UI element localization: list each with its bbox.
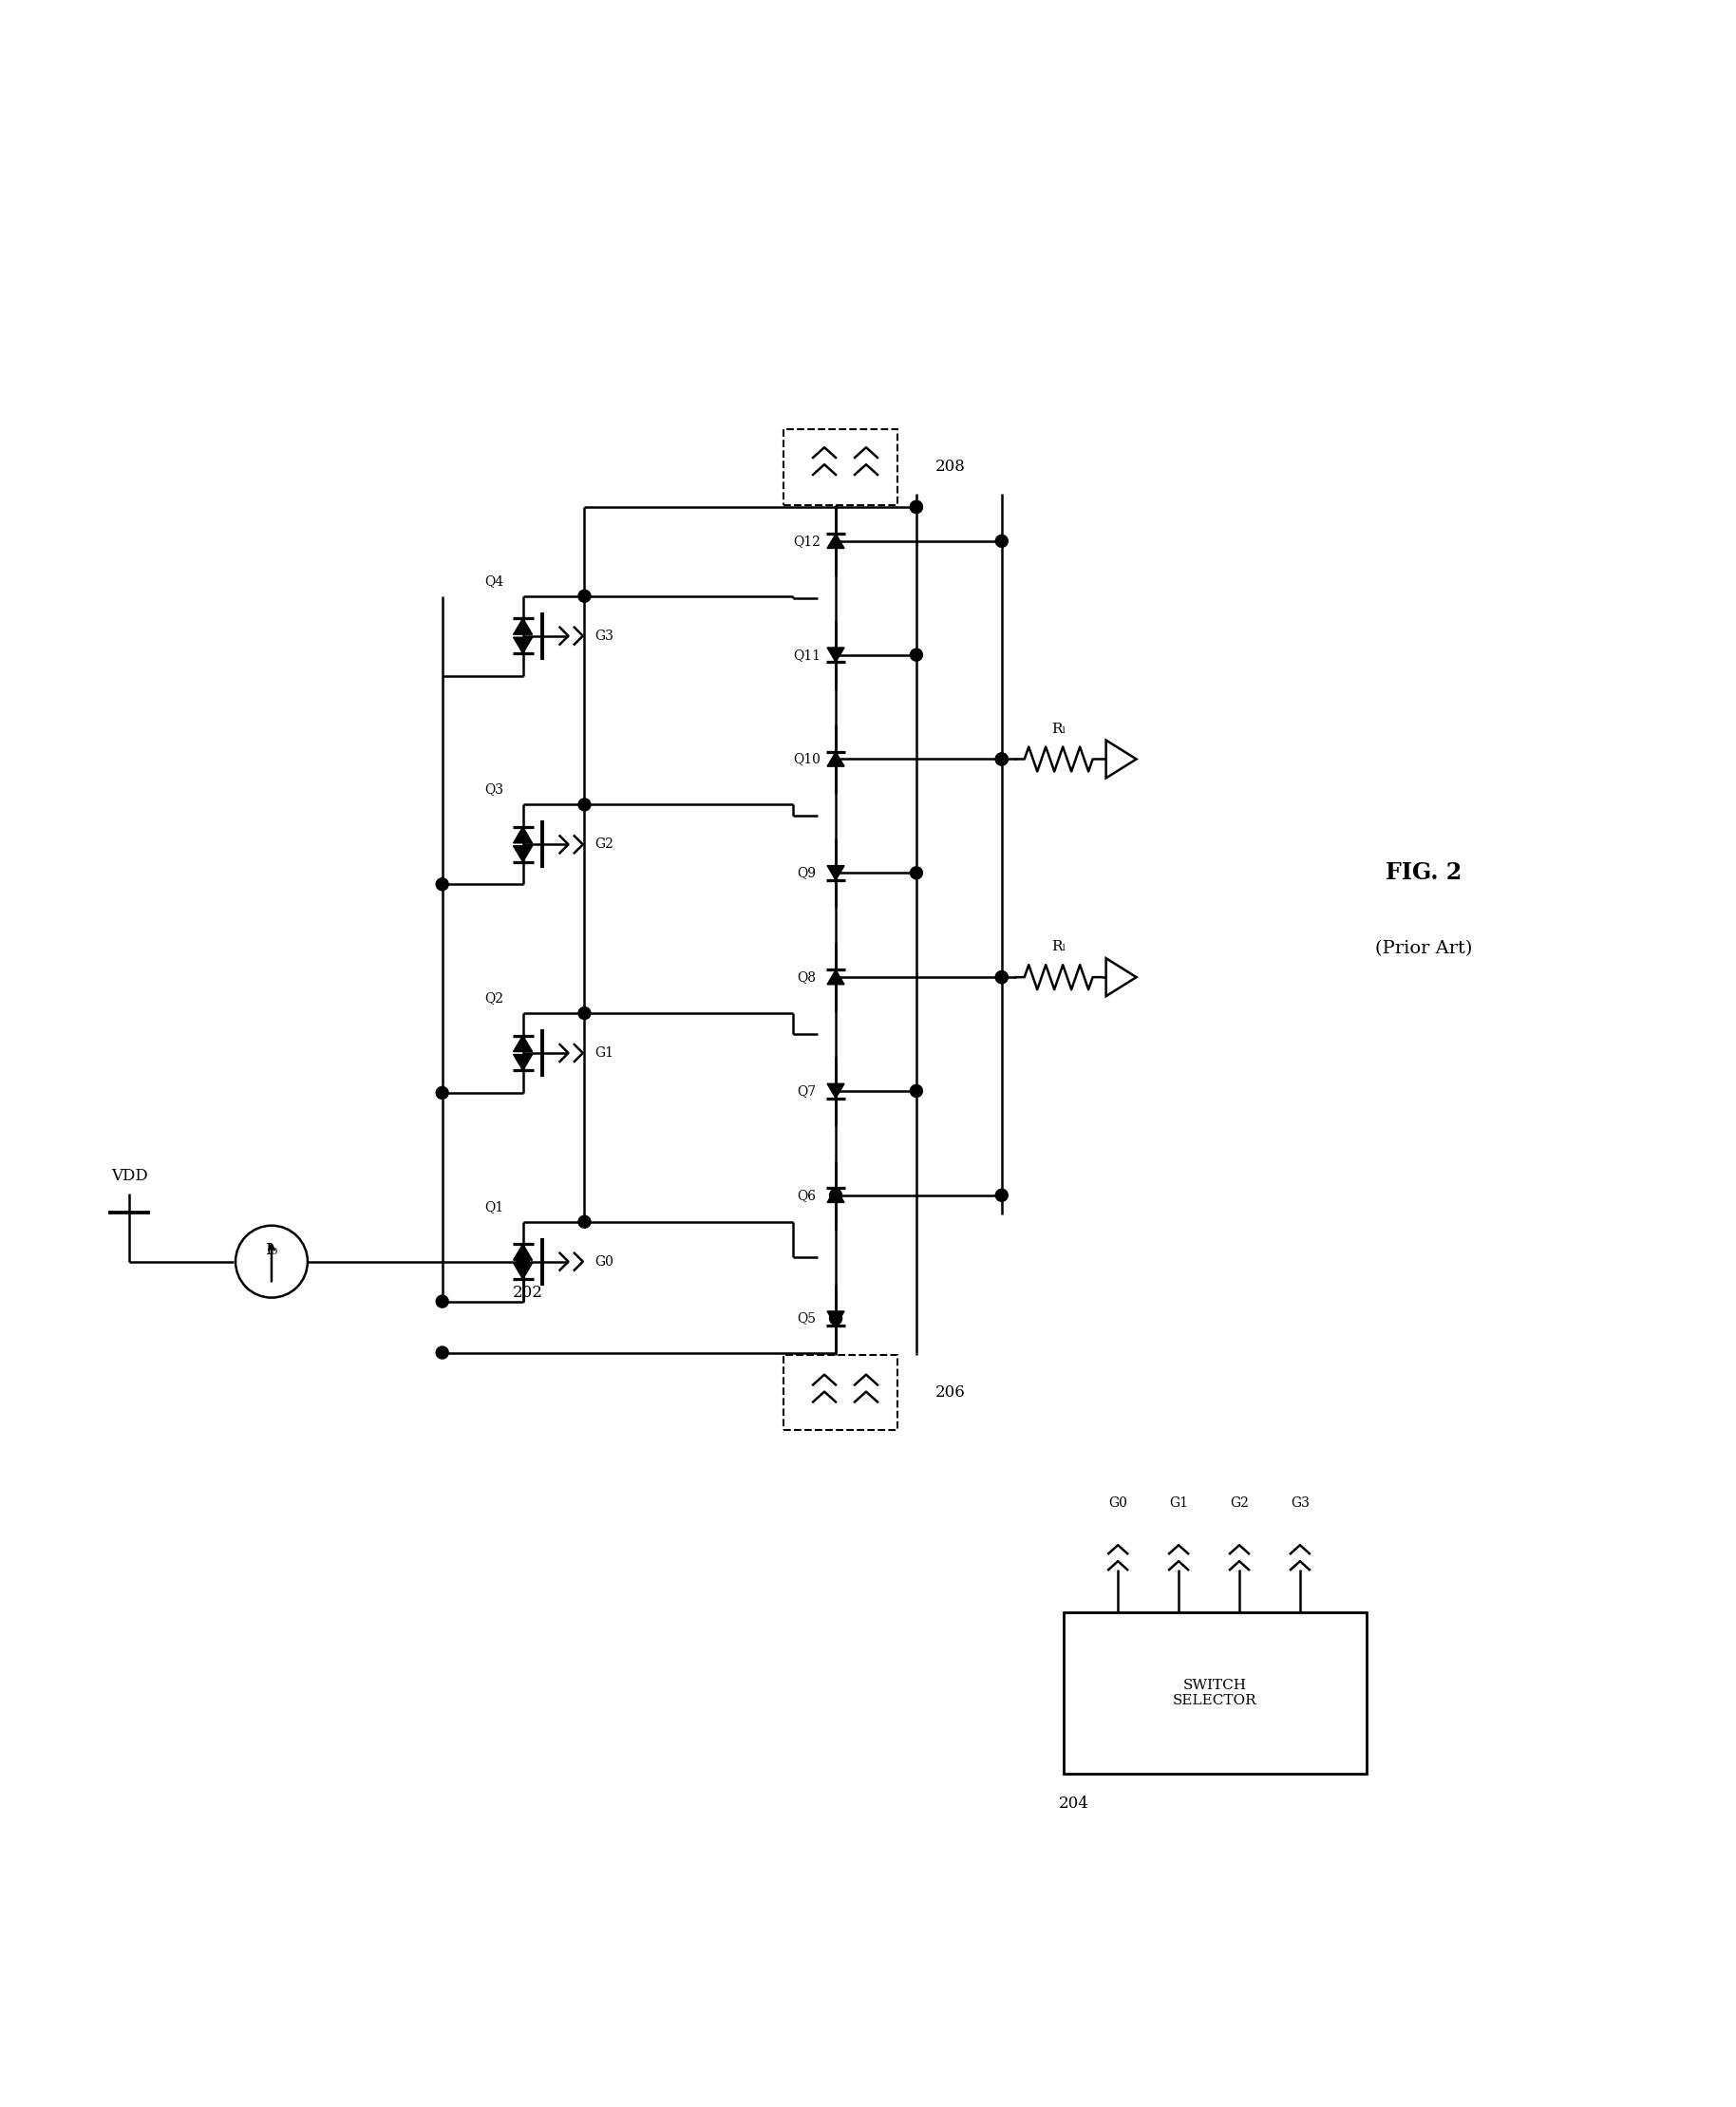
Bar xyxy=(783,430,898,506)
Text: (Prior Art): (Prior Art) xyxy=(1375,940,1472,957)
Text: Q3: Q3 xyxy=(484,784,503,796)
Text: G2: G2 xyxy=(1229,1496,1248,1511)
Polygon shape xyxy=(514,845,533,862)
Polygon shape xyxy=(826,752,844,767)
Text: G3: G3 xyxy=(1290,1496,1309,1511)
Text: Q4: Q4 xyxy=(484,575,503,588)
Circle shape xyxy=(517,1256,529,1268)
Circle shape xyxy=(910,501,922,514)
Polygon shape xyxy=(826,969,844,984)
Text: G1: G1 xyxy=(595,1047,615,1060)
Polygon shape xyxy=(826,533,844,548)
Text: Q10: Q10 xyxy=(793,752,821,765)
Polygon shape xyxy=(826,866,844,881)
Circle shape xyxy=(436,1346,448,1359)
Circle shape xyxy=(995,752,1009,765)
Text: Q12: Q12 xyxy=(793,535,821,548)
Bar xyxy=(783,1355,898,1431)
Circle shape xyxy=(910,1085,922,1098)
Text: Q11: Q11 xyxy=(793,649,821,662)
Polygon shape xyxy=(514,617,533,634)
Circle shape xyxy=(830,1313,842,1325)
Text: SWITCH
SELECTOR: SWITCH SELECTOR xyxy=(1174,1679,1257,1707)
Circle shape xyxy=(436,1296,448,1308)
Text: 202: 202 xyxy=(512,1285,543,1300)
Text: G2: G2 xyxy=(595,839,615,851)
Circle shape xyxy=(910,501,922,514)
Text: 206: 206 xyxy=(936,1384,965,1401)
Circle shape xyxy=(995,1188,1009,1201)
Polygon shape xyxy=(826,1311,844,1325)
Text: G0: G0 xyxy=(1109,1496,1127,1511)
Circle shape xyxy=(995,752,1009,765)
Text: Q7: Q7 xyxy=(797,1085,816,1098)
Text: G3: G3 xyxy=(595,630,615,643)
Text: Rₗ: Rₗ xyxy=(1052,940,1066,954)
Circle shape xyxy=(578,1216,590,1228)
Polygon shape xyxy=(514,1243,533,1260)
Text: FIG. 2: FIG. 2 xyxy=(1385,862,1462,885)
Polygon shape xyxy=(514,1262,533,1279)
Text: 204: 204 xyxy=(1059,1795,1088,1812)
Circle shape xyxy=(830,1188,842,1201)
Polygon shape xyxy=(514,1035,533,1051)
Text: I₀: I₀ xyxy=(266,1243,278,1258)
Polygon shape xyxy=(826,647,844,662)
Text: G1: G1 xyxy=(1168,1496,1187,1511)
Circle shape xyxy=(436,879,448,891)
Text: Q8: Q8 xyxy=(797,971,816,984)
Polygon shape xyxy=(514,826,533,843)
Circle shape xyxy=(910,649,922,662)
Text: Q5: Q5 xyxy=(797,1313,816,1325)
Circle shape xyxy=(910,866,922,879)
Circle shape xyxy=(578,590,590,603)
Text: Q9: Q9 xyxy=(797,866,816,879)
Circle shape xyxy=(995,971,1009,984)
Circle shape xyxy=(578,1007,590,1020)
Polygon shape xyxy=(514,1054,533,1070)
Circle shape xyxy=(995,971,1009,984)
Bar xyxy=(1064,1612,1366,1774)
Polygon shape xyxy=(826,1188,844,1203)
Text: Q6: Q6 xyxy=(797,1188,816,1201)
Polygon shape xyxy=(1106,740,1137,777)
Polygon shape xyxy=(514,636,533,653)
Circle shape xyxy=(236,1226,307,1298)
Text: G0: G0 xyxy=(595,1256,615,1268)
Text: VDD: VDD xyxy=(111,1167,148,1184)
Circle shape xyxy=(436,1087,448,1100)
Polygon shape xyxy=(826,1083,844,1098)
Polygon shape xyxy=(1106,959,1137,997)
Text: Q2: Q2 xyxy=(484,992,503,1005)
Circle shape xyxy=(995,535,1009,548)
Text: 208: 208 xyxy=(936,459,965,476)
Text: Rₗ: Rₗ xyxy=(1052,723,1066,735)
Circle shape xyxy=(578,799,590,811)
Text: Q1: Q1 xyxy=(484,1201,503,1214)
